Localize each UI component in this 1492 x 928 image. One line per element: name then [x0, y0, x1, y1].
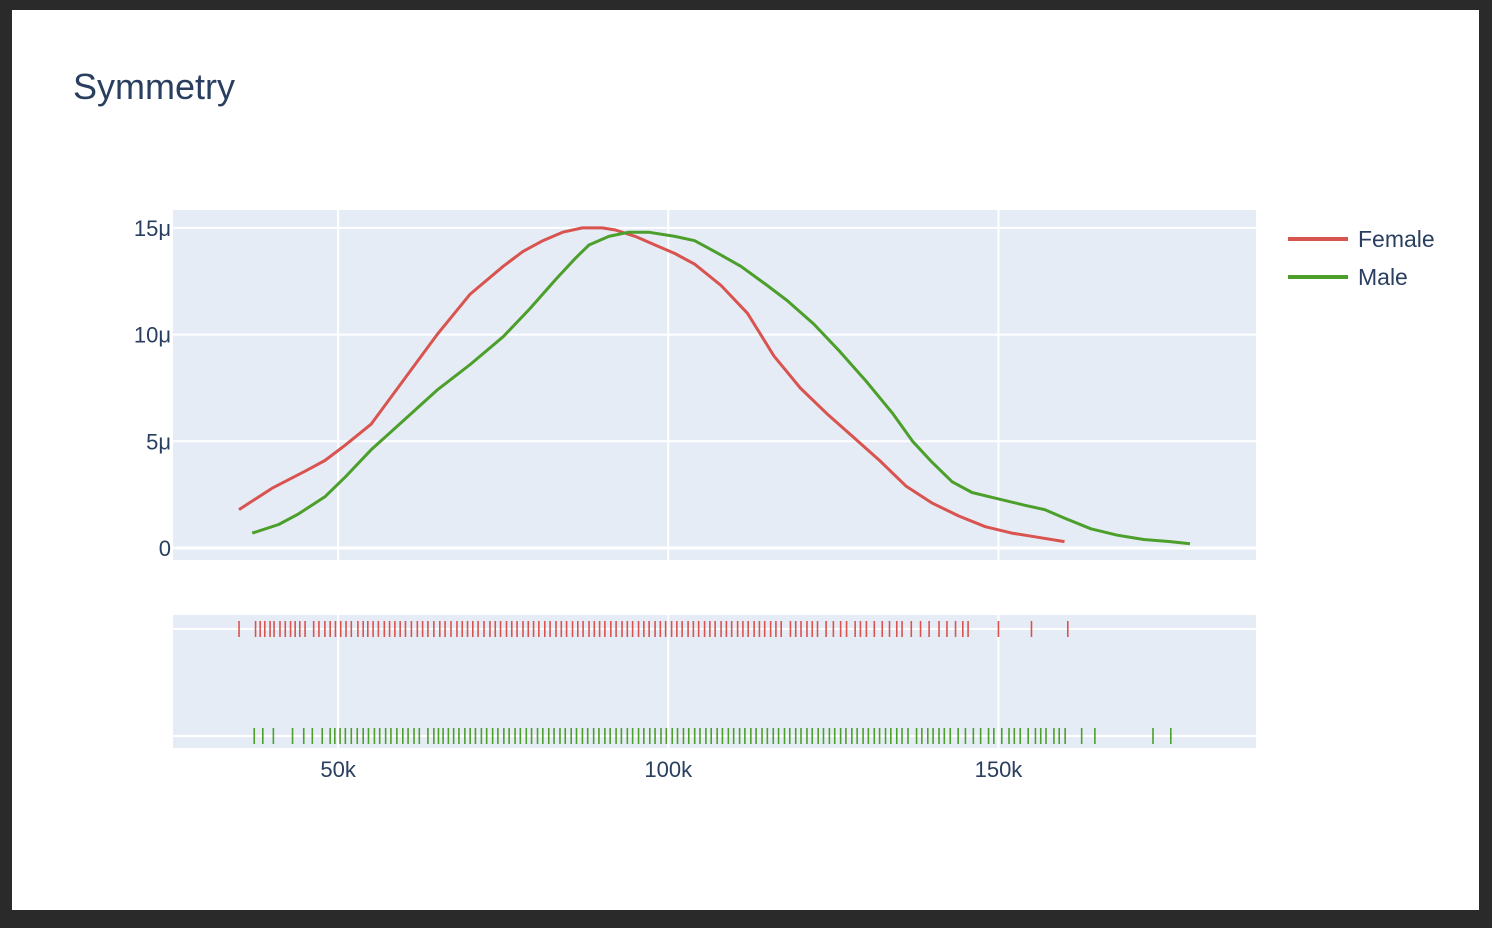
y-tick-label: 0: [159, 536, 171, 561]
x-tick-label: 50k: [320, 757, 356, 782]
legend-male-label[interactable]: Male: [1358, 264, 1408, 290]
legend: Female Male: [1288, 226, 1435, 290]
y-tick-label: 5μ: [146, 429, 171, 454]
rug-plot-area: [173, 615, 1256, 748]
rug-male: [253, 728, 1172, 744]
x-tick-label: 100k: [644, 757, 693, 782]
y-tick-label: 15μ: [134, 216, 171, 241]
y-tick-label: 10μ: [134, 323, 171, 348]
series-line-female[interactable]: [238, 226, 1065, 544]
x-tick-label: 150k: [975, 757, 1024, 782]
series-line-male[interactable]: [251, 230, 1191, 546]
density-plot-area: [173, 210, 1256, 560]
rug-female: [238, 621, 1069, 637]
legend-female-label[interactable]: Female: [1358, 226, 1435, 252]
chart-title: Symmetry: [73, 66, 235, 107]
